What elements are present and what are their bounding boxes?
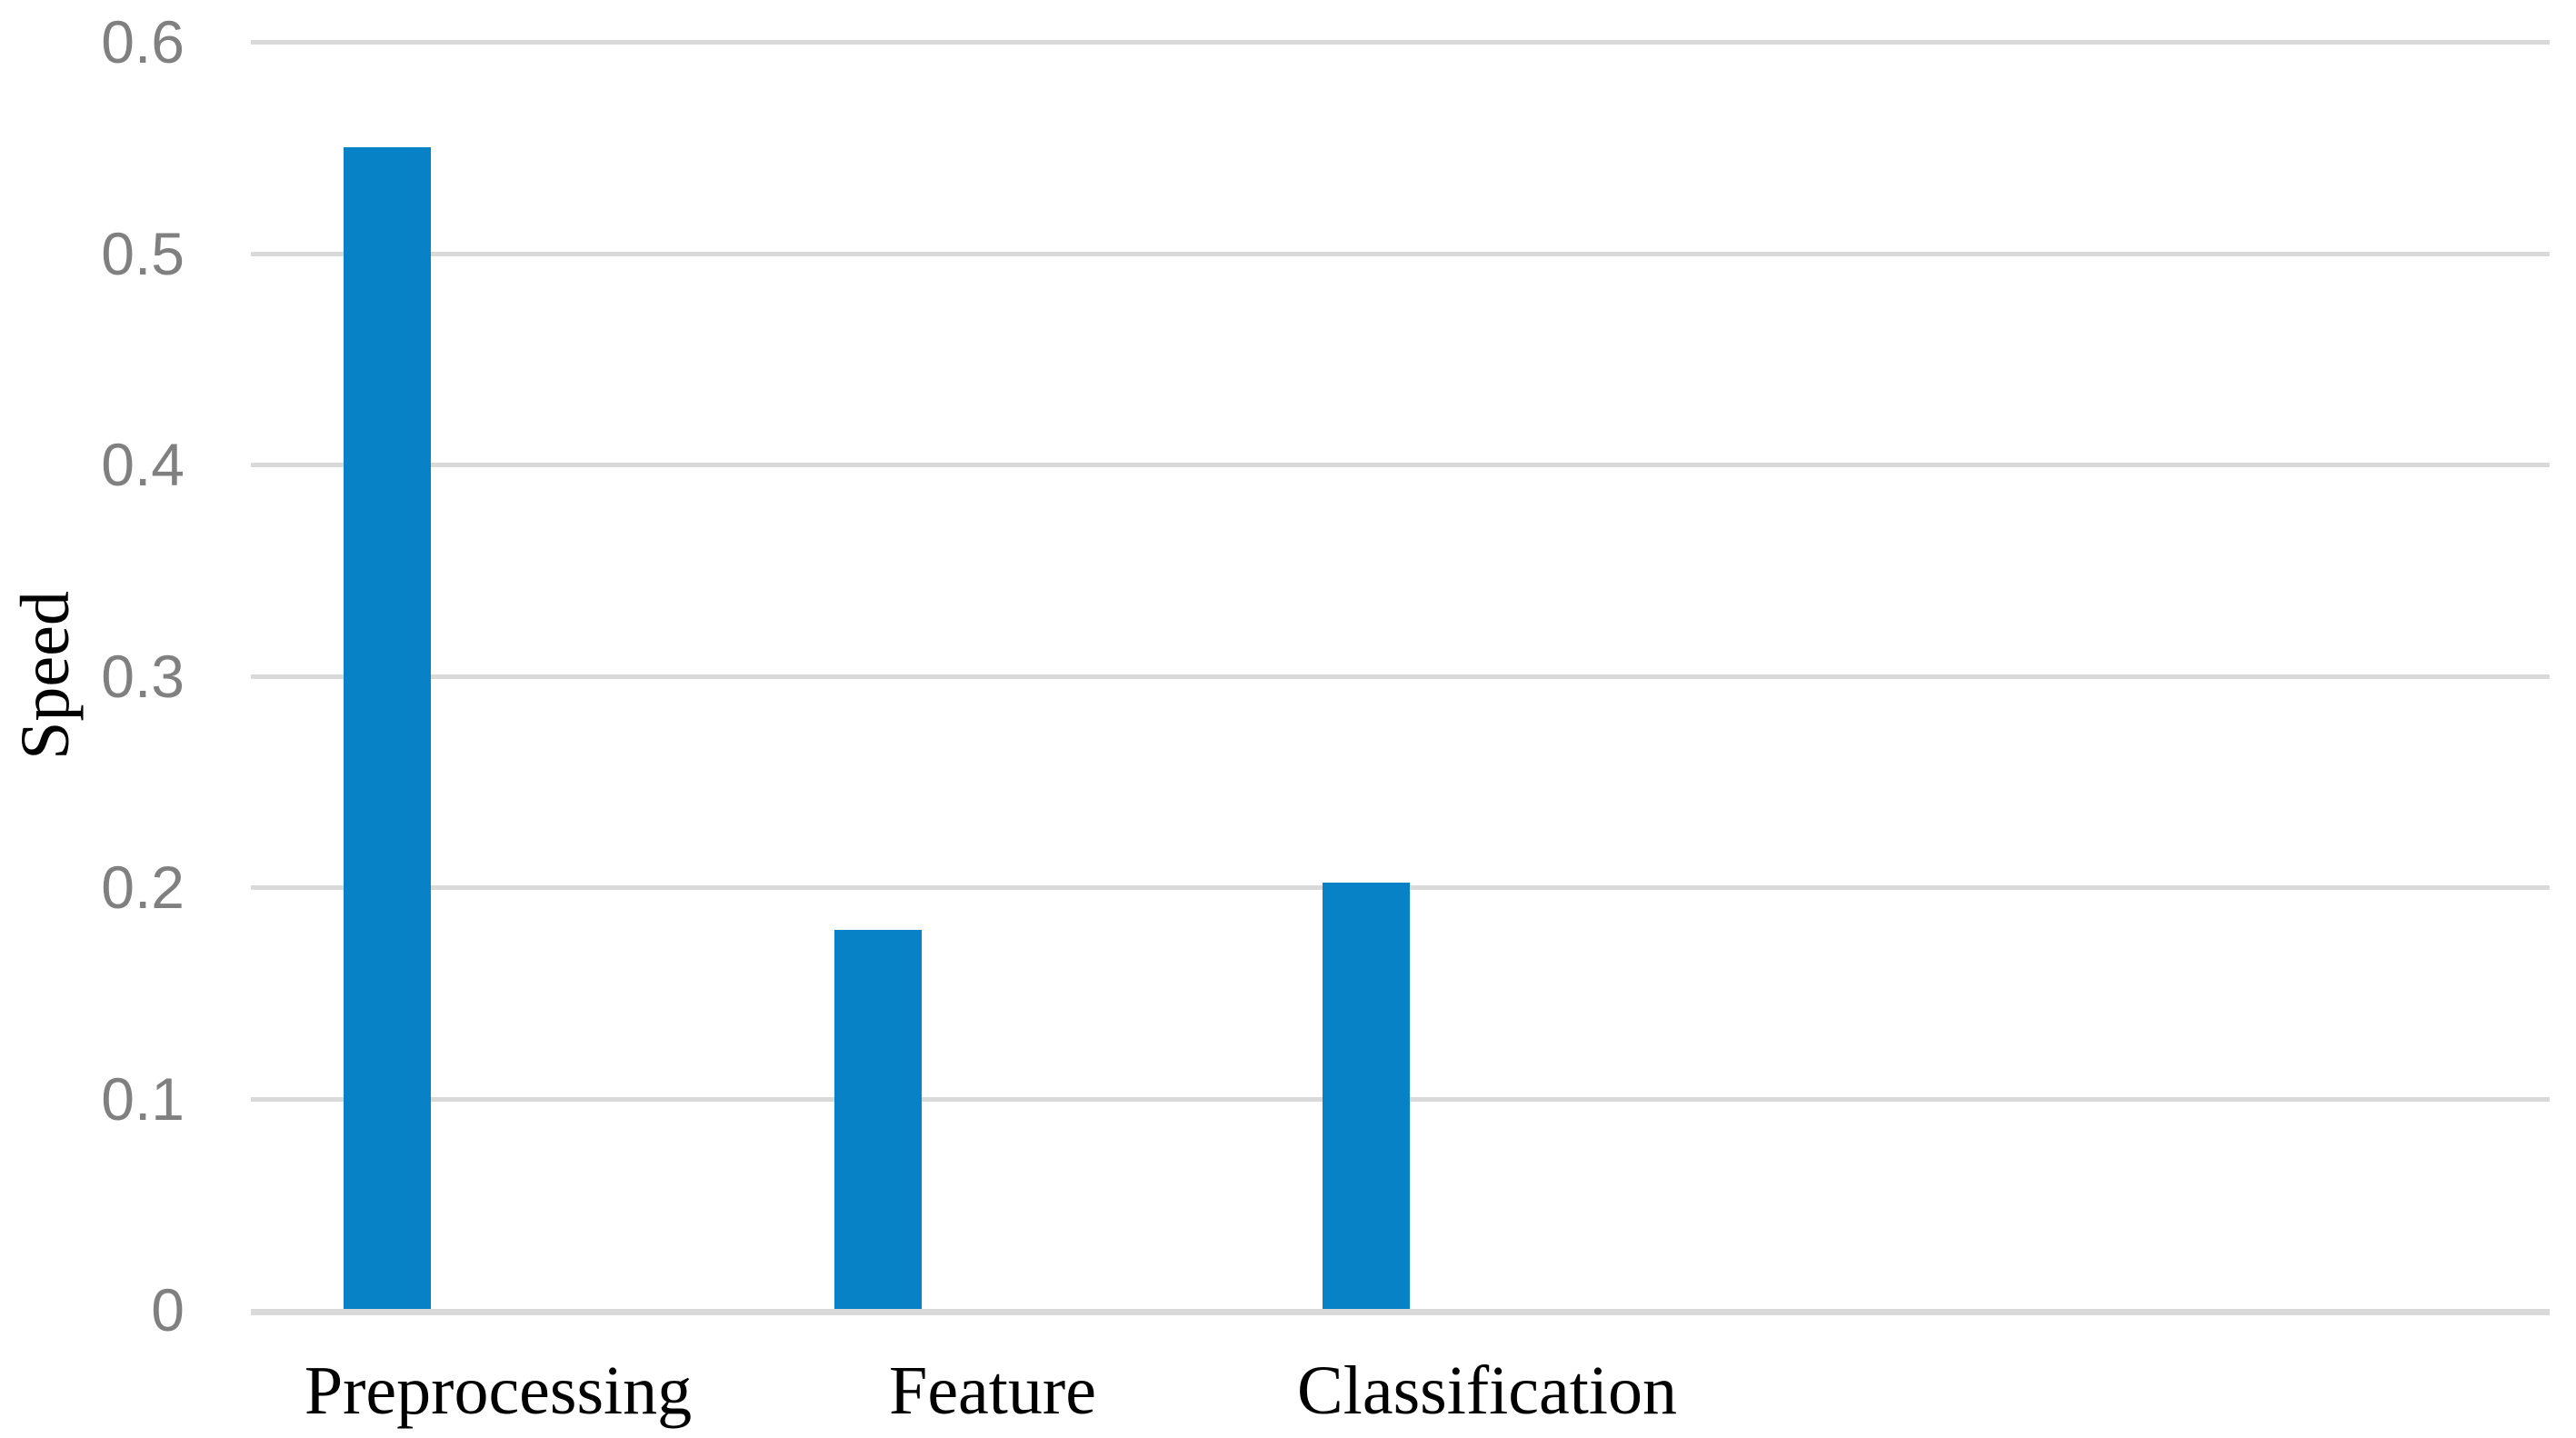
- y-tick-label: 0.4: [101, 431, 185, 498]
- bar-feature: [834, 929, 922, 1310]
- y-tick-label: 0.2: [101, 854, 185, 921]
- bar-preprocessing: [344, 147, 431, 1310]
- gridline: [251, 40, 2550, 45]
- x-axis-line: [251, 1309, 2550, 1315]
- y-tick-label: 0.5: [101, 219, 185, 287]
- category-label-preprocessing: Preprocessing: [304, 1353, 693, 1429]
- y-tick-label: 0: [151, 1276, 185, 1343]
- gridline: [251, 463, 2550, 467]
- category-label-classification: Classification: [1297, 1353, 1677, 1429]
- y-tick-label: 0.3: [101, 642, 185, 710]
- category-label-feature: Feature: [889, 1353, 1096, 1429]
- gridline: [251, 251, 2550, 256]
- y-tick-label: 0.6: [101, 8, 185, 75]
- y-tick-label: 0.1: [101, 1064, 185, 1133]
- bar-classification: [1323, 883, 1410, 1310]
- gridline: [251, 674, 2550, 679]
